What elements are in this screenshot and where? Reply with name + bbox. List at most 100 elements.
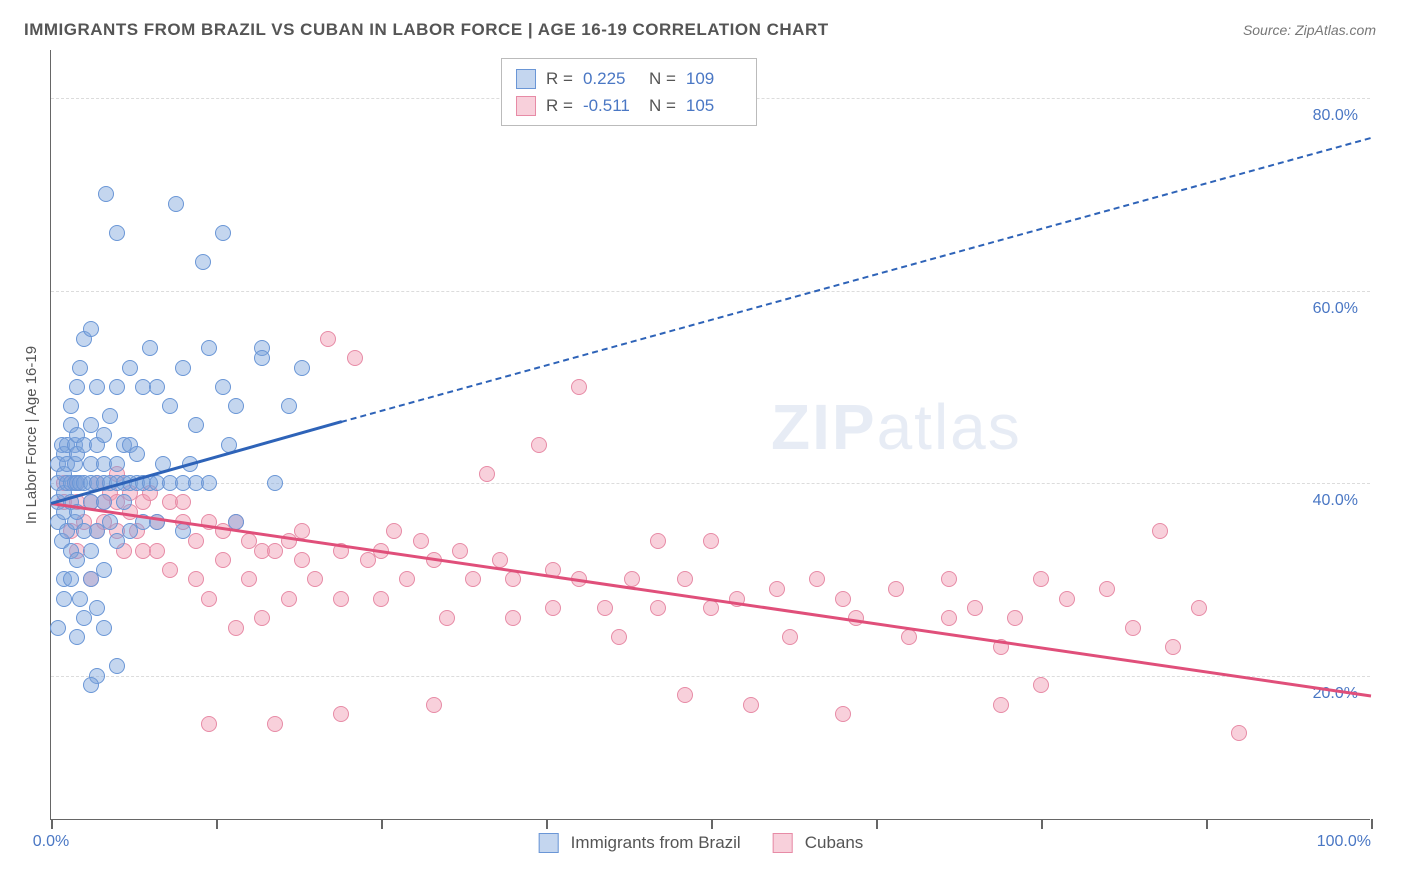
- scatter-point: [347, 350, 363, 366]
- scatter-point: [993, 697, 1009, 713]
- scatter-point: [83, 321, 99, 337]
- scatter-point: [254, 610, 270, 626]
- stats-row-cuban: R =-0.511N =105: [516, 92, 742, 119]
- chart-title: IMMIGRANTS FROM BRAZIL VS CUBAN IN LABOR…: [24, 20, 829, 40]
- scatter-point: [162, 398, 178, 414]
- scatter-point: [835, 706, 851, 722]
- y-tick-label: 60.0%: [1313, 300, 1358, 318]
- scatter-point: [611, 629, 627, 645]
- scatter-point: [1033, 571, 1049, 587]
- scatter-point: [426, 697, 442, 713]
- scatter-point: [96, 562, 112, 578]
- scatter-point: [228, 398, 244, 414]
- n-value-cuban: 105: [686, 92, 742, 119]
- scatter-point: [835, 591, 851, 607]
- scatter-point: [267, 475, 283, 491]
- scatter-point: [175, 523, 191, 539]
- watermark-atlas: atlas: [877, 391, 1022, 463]
- scatter-point: [109, 379, 125, 395]
- gridline: [51, 676, 1370, 677]
- scatter-point: [201, 475, 217, 491]
- scatter-point: [96, 427, 112, 443]
- scatter-point: [888, 581, 904, 597]
- scatter-point: [333, 706, 349, 722]
- scatter-point: [168, 196, 184, 212]
- scatter-point: [439, 610, 455, 626]
- scatter-point: [1099, 581, 1115, 597]
- stats-box: R =0.225N =109R =-0.511N =105: [501, 58, 757, 126]
- scatter-point: [1125, 620, 1141, 636]
- scatter-point: [56, 591, 72, 607]
- scatter-point: [175, 494, 191, 510]
- scatter-point: [1033, 677, 1049, 693]
- scatter-point: [531, 437, 547, 453]
- x-tick: [546, 819, 548, 829]
- scatter-point: [650, 533, 666, 549]
- x-tick: [711, 819, 713, 829]
- scatter-point: [102, 408, 118, 424]
- legend: Immigrants from Brazil Cubans: [539, 833, 884, 853]
- scatter-point: [650, 600, 666, 616]
- scatter-point: [941, 571, 957, 587]
- scatter-point: [545, 600, 561, 616]
- scatter-point: [109, 658, 125, 674]
- scatter-point: [201, 591, 217, 607]
- swatch-brazil: [516, 69, 536, 89]
- scatter-point: [228, 620, 244, 636]
- x-tick: [1371, 819, 1373, 829]
- scatter-point: [98, 186, 114, 202]
- scatter-point: [307, 571, 323, 587]
- scatter-point: [386, 523, 402, 539]
- scatter-point: [162, 562, 178, 578]
- scatter-point: [941, 610, 957, 626]
- legend-label-brazil: Immigrants from Brazil: [571, 833, 741, 853]
- scatter-point: [743, 697, 759, 713]
- r-value-cuban: -0.511: [583, 92, 639, 119]
- scatter-point: [452, 543, 468, 559]
- scatter-point: [413, 533, 429, 549]
- scatter-point: [69, 629, 85, 645]
- x-tick-label: 100.0%: [1317, 833, 1371, 851]
- x-tick-label: 0.0%: [33, 833, 69, 851]
- chart-container: IMMIGRANTS FROM BRAZIL VS CUBAN IN LABOR…: [0, 0, 1406, 892]
- watermark-zip: ZIP: [771, 391, 877, 463]
- scatter-point: [201, 340, 217, 356]
- scatter-point: [267, 716, 283, 732]
- scatter-point: [96, 620, 112, 636]
- scatter-point: [373, 591, 389, 607]
- scatter-point: [677, 687, 693, 703]
- scatter-point: [50, 620, 66, 636]
- scatter-point: [122, 360, 138, 376]
- scatter-point: [505, 610, 521, 626]
- scatter-point: [769, 581, 785, 597]
- scatter-point: [1152, 523, 1168, 539]
- scatter-point: [188, 417, 204, 433]
- scatter-point: [677, 571, 693, 587]
- y-tick-label: 40.0%: [1313, 492, 1358, 510]
- r-value-brazil: 0.225: [583, 65, 639, 92]
- scatter-point: [1059, 591, 1075, 607]
- x-tick: [381, 819, 383, 829]
- stats-row-brazil: R =0.225N =109: [516, 65, 742, 92]
- scatter-point: [597, 600, 613, 616]
- scatter-point: [1007, 610, 1023, 626]
- trendline: [51, 502, 1371, 697]
- scatter-point: [63, 398, 79, 414]
- scatter-point: [102, 514, 118, 530]
- scatter-point: [281, 591, 297, 607]
- scatter-point: [188, 571, 204, 587]
- swatch-cuban: [516, 96, 536, 116]
- scatter-point: [116, 494, 132, 510]
- scatter-point: [89, 600, 105, 616]
- scatter-point: [294, 360, 310, 376]
- r-label: R =: [546, 65, 573, 92]
- scatter-point: [967, 600, 983, 616]
- x-tick: [876, 819, 878, 829]
- x-tick: [1041, 819, 1043, 829]
- scatter-point: [571, 379, 587, 395]
- x-tick: [216, 819, 218, 829]
- scatter-point: [215, 379, 231, 395]
- legend-label-cuban: Cubans: [805, 833, 864, 853]
- scatter-point: [782, 629, 798, 645]
- scatter-point: [1165, 639, 1181, 655]
